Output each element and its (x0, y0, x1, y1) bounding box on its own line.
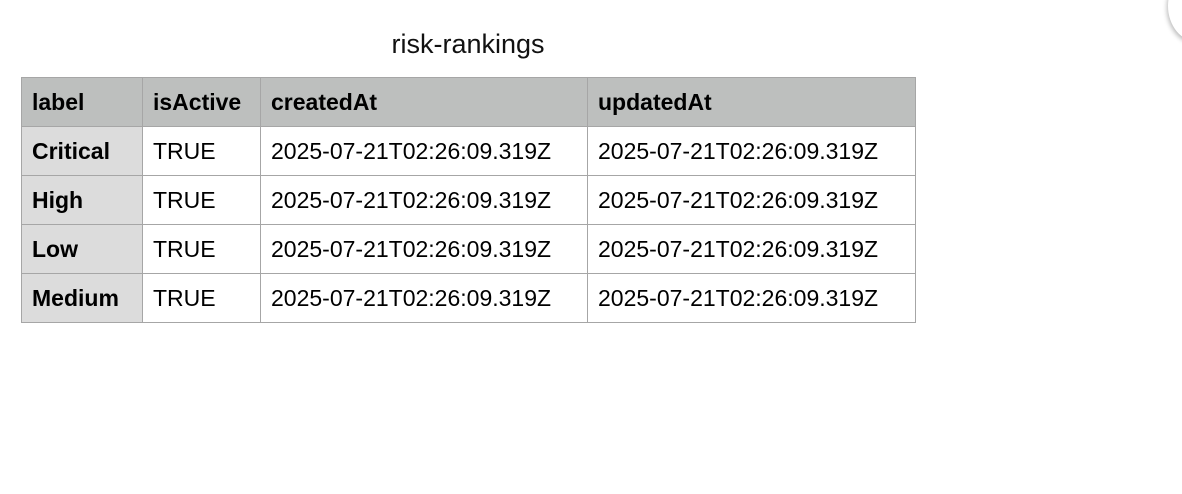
data-table: label isActive createdAt updatedAt Criti… (21, 77, 916, 323)
row-header-cell[interactable]: Medium (21, 273, 143, 323)
row-header-cell[interactable]: Critical (21, 126, 143, 176)
table-cell[interactable]: 2025-07-21T02:26:09.319Z (260, 273, 588, 323)
table-cell[interactable]: TRUE (142, 175, 261, 225)
table-cell[interactable]: TRUE (142, 273, 261, 323)
table-cell[interactable]: 2025-07-21T02:26:09.319Z (587, 126, 916, 176)
row-header-cell[interactable]: Low (21, 224, 143, 274)
table-cell[interactable]: TRUE (142, 224, 261, 274)
table-cell[interactable]: 2025-07-21T02:26:09.319Z (260, 224, 588, 274)
table-cell[interactable]: TRUE (142, 126, 261, 176)
column-header-isactive[interactable]: isActive (142, 77, 261, 127)
table-cell[interactable]: 2025-07-21T02:26:09.319Z (260, 175, 588, 225)
table-row: Critical TRUE 2025-07-21T02:26:09.319Z 2… (21, 126, 916, 176)
column-header-label[interactable]: label (21, 77, 143, 127)
header-row: label isActive createdAt updatedAt (21, 77, 916, 127)
table-row: Medium TRUE 2025-07-21T02:26:09.319Z 202… (21, 273, 916, 323)
table-cell[interactable]: 2025-07-21T02:26:09.319Z (587, 273, 916, 323)
table-row: Low TRUE 2025-07-21T02:26:09.319Z 2025-0… (21, 224, 916, 274)
sheet-title: risk-rankings (391, 29, 545, 59)
corner-curl-shape (1168, 0, 1182, 42)
table-cell[interactable]: 2025-07-21T02:26:09.319Z (587, 175, 916, 225)
column-header-updatedat[interactable]: updatedAt (587, 77, 916, 127)
column-header-createdat[interactable]: createdAt (260, 77, 588, 127)
table-cell[interactable]: 2025-07-21T02:26:09.319Z (260, 126, 588, 176)
table-cell[interactable]: 2025-07-21T02:26:09.319Z (587, 224, 916, 274)
row-header-cell[interactable]: High (21, 175, 143, 225)
table-row: High TRUE 2025-07-21T02:26:09.319Z 2025-… (21, 175, 916, 225)
